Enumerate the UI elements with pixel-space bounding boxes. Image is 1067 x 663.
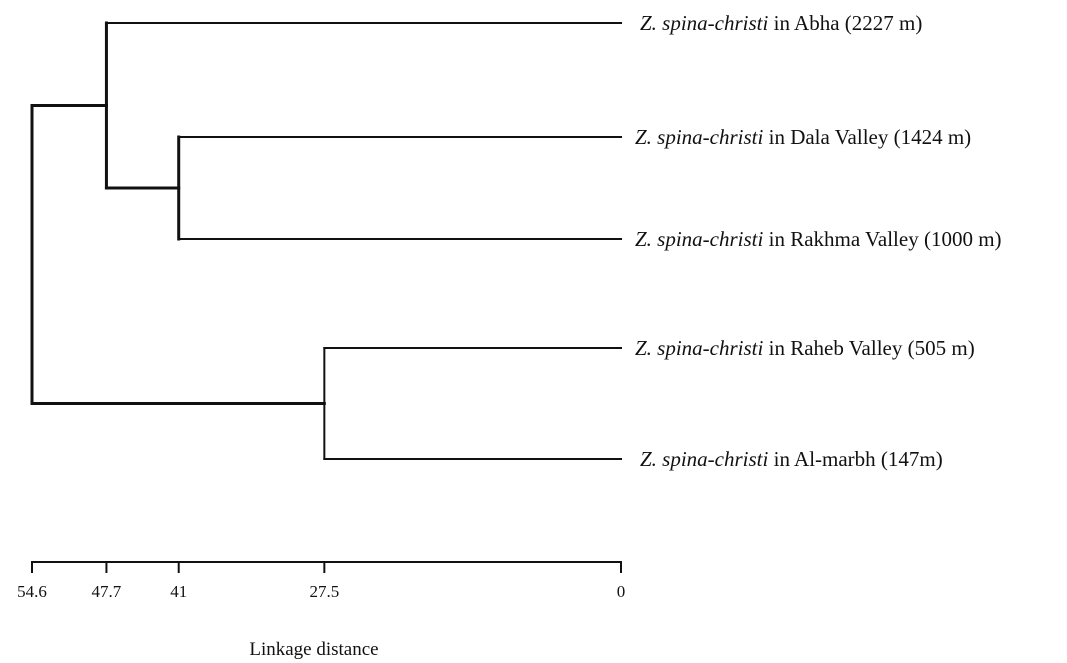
tick-label: 47.7 <box>92 582 122 601</box>
tick-label: 41 <box>170 582 187 601</box>
leaf-site: in Raheb Valley (505 m) <box>763 336 974 360</box>
leaf-site: in Al-marbh (147m) <box>768 447 942 471</box>
leaf-labels: Z. spina-christi in Abha (2227 m)Z. spin… <box>635 11 1002 471</box>
tick-label: 0 <box>617 582 626 601</box>
axis-title: Linkage distance <box>249 639 378 660</box>
leaf-label: Z. spina-christi in Dala Valley (1424 m) <box>635 125 971 149</box>
leaf-site: in Rakhma Valley (1000 m) <box>763 227 1001 251</box>
leaf-species: Z. spina-christi <box>635 227 764 251</box>
tick-label: 54.6 <box>17 582 47 601</box>
leaf-site: in Dala Valley (1424 m) <box>763 125 971 149</box>
leaf-species: Z. spina-christi <box>635 125 764 149</box>
linkage-axis: 54.6 47.7 41 27.5 0 <box>17 561 626 601</box>
leaf-species: Z. spina-christi <box>640 447 769 471</box>
dendrogram-branches <box>30 21 622 460</box>
leaf-species: Z. spina-christi <box>635 336 764 360</box>
leaf-label: Z. spina-christi in Abha (2227 m) <box>640 11 922 35</box>
tick-label: 27.5 <box>309 582 339 601</box>
leaf-species: Z. spina-christi <box>640 11 769 35</box>
leaf-site: in Abha (2227 m) <box>768 11 922 35</box>
leaf-label: Z. spina-christi in Raheb Valley (505 m) <box>635 336 975 360</box>
leaf-label: Z. spina-christi in Al-marbh (147m) <box>640 447 943 471</box>
leaf-label: Z. spina-christi in Rakhma Valley (1000 … <box>635 227 1002 251</box>
